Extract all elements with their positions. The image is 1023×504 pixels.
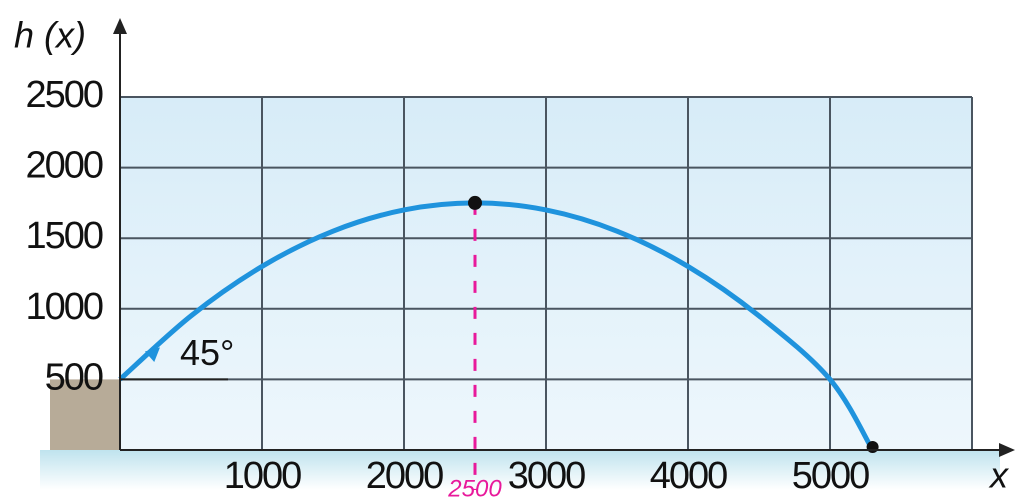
x-tick-label: 5000 bbox=[792, 455, 869, 497]
y-tick-label: 500 bbox=[45, 356, 103, 398]
x-tick-label: 1000 bbox=[224, 455, 301, 497]
angle-label: 45° bbox=[180, 332, 234, 373]
peak-note: 2500 bbox=[447, 475, 502, 502]
chart: 2500 h (x) x 500100015002000250010002000… bbox=[0, 0, 1023, 504]
x-tick-label: 4000 bbox=[650, 455, 727, 497]
y-axis-label: h (x) bbox=[14, 15, 86, 56]
y-tick-label: 2000 bbox=[25, 145, 102, 187]
y-tick-label: 1500 bbox=[25, 215, 102, 257]
peak-point bbox=[468, 196, 482, 210]
background bbox=[40, 97, 1000, 490]
x-axis-label: x bbox=[988, 455, 1010, 496]
landing-point bbox=[867, 441, 879, 453]
y-tick-label: 1000 bbox=[25, 286, 102, 328]
y-axis-arrow bbox=[113, 18, 127, 34]
y-tick-label: 2500 bbox=[25, 74, 102, 116]
x-tick-label: 3000 bbox=[508, 455, 585, 497]
x-tick-label: 2000 bbox=[366, 455, 443, 497]
